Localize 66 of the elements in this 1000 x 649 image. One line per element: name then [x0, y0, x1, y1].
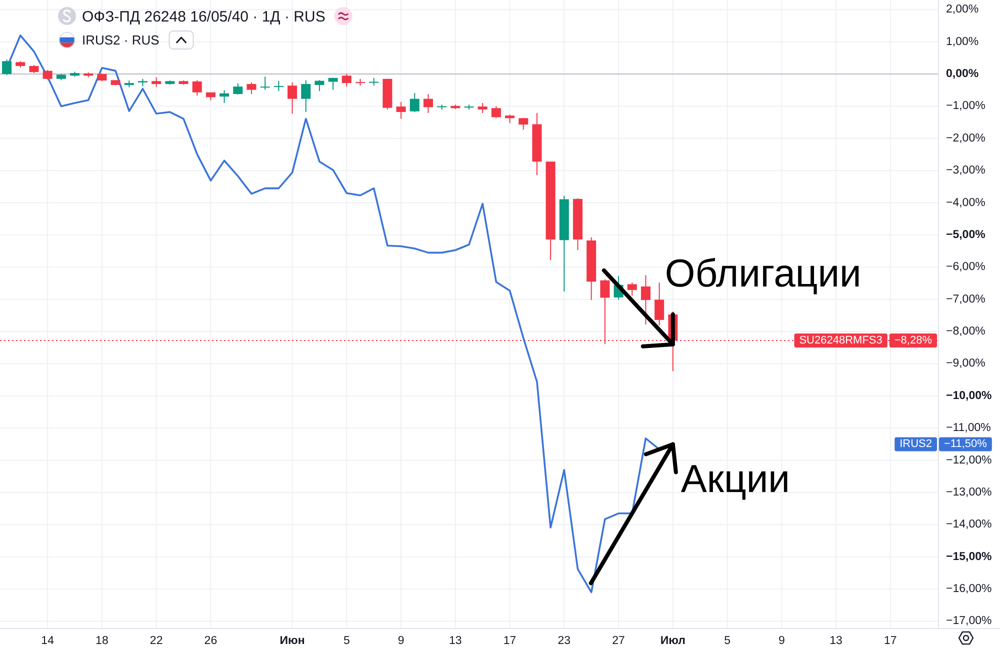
- candlestick: [342, 74, 352, 88]
- candlestick: [314, 80, 324, 92]
- y-tick-label: −16,00%: [946, 583, 992, 596]
- x-tick-label: 13: [830, 635, 842, 647]
- x-tick-label: 13: [449, 635, 462, 647]
- y-tick-label: −8,00%: [946, 326, 986, 338]
- y-tick-label: −7,00%: [946, 293, 986, 306]
- x-tick-label: 27: [612, 635, 625, 647]
- y-tick-label: −1,00%: [946, 100, 986, 112]
- x-tick-label: 26: [204, 635, 218, 647]
- y-tick-label: −13,00%: [946, 486, 992, 498]
- candlestick: [260, 76, 270, 90]
- x-tick-label: 5: [724, 635, 730, 647]
- candlestick: [274, 80, 284, 92]
- candlestick: [2, 59, 12, 76]
- x-tick-label: 17: [884, 635, 897, 647]
- candlestick: [233, 82, 243, 96]
- candlestick: [42, 70, 52, 80]
- x-tick-label: 5: [343, 635, 350, 647]
- candlestick: [654, 282, 664, 326]
- x-tick-label: 23: [558, 635, 571, 647]
- x-tick-label: 22: [150, 635, 163, 647]
- text: ОФЗ-ПД 26248 16/05/40 · 1Д · RUS: [82, 8, 326, 26]
- x-tick-label: Июн: [280, 635, 305, 647]
- candlestick: [423, 93, 433, 114]
- x-tick-label: 9: [778, 635, 785, 647]
- y-tick-label: −10,00%: [946, 390, 992, 402]
- candlestick: [396, 102, 406, 120]
- candlestick: [246, 82, 256, 94]
- candlestick: [518, 118, 528, 130]
- annotation: −8,28%: [894, 334, 932, 347]
- candlestick: [640, 274, 650, 325]
- candlestick: [491, 106, 501, 119]
- text: −11,50%: [944, 438, 988, 450]
- candlestick: [192, 80, 202, 96]
- annotation: Акции: [680, 458, 790, 502]
- candlestick: [301, 80, 311, 113]
- candlestick: [288, 82, 298, 114]
- candlestick: [152, 76, 162, 88]
- y-tick-label: −6,00%: [946, 261, 986, 274]
- candlestick: [478, 102, 488, 114]
- text: IRUS2 · RUS: [82, 32, 160, 48]
- y-tick-label: −9,00%: [946, 358, 986, 370]
- y-tick-label: 0,00%: [946, 68, 979, 80]
- y-tick-label: 2,00%: [946, 4, 979, 16]
- legend-label: SU26248RMFS3: [799, 334, 882, 347]
- x-tick-label: 14: [41, 635, 55, 647]
- legend-label: IRUS2: [900, 438, 932, 450]
- y-tick-label: −12,00%: [946, 454, 992, 466]
- y-tick-label: −5,00%: [946, 228, 986, 241]
- y-tick-label: −4,00%: [946, 196, 986, 209]
- y-tick-label: −15,00%: [946, 550, 992, 563]
- candlestick: [627, 282, 637, 296]
- y-tick-label: −17,00%: [946, 615, 992, 628]
- x-tick-label: 18: [96, 635, 108, 647]
- candlestick: [220, 90, 230, 104]
- annotation: Облигации: [664, 252, 862, 296]
- y-tick-label: −2,00%: [946, 132, 986, 144]
- y-tick-label: −14,00%: [946, 518, 992, 531]
- y-tick-label: 1,00%: [946, 36, 979, 48]
- y-tick-label: −11,00%: [946, 422, 991, 434]
- x-tick-label: 17: [503, 635, 516, 647]
- candlestick: [410, 92, 420, 113]
- y-tick-label: −3,00%: [946, 164, 986, 177]
- x-tick-label: 9: [398, 635, 404, 647]
- x-tick-label: Июл: [660, 635, 686, 647]
